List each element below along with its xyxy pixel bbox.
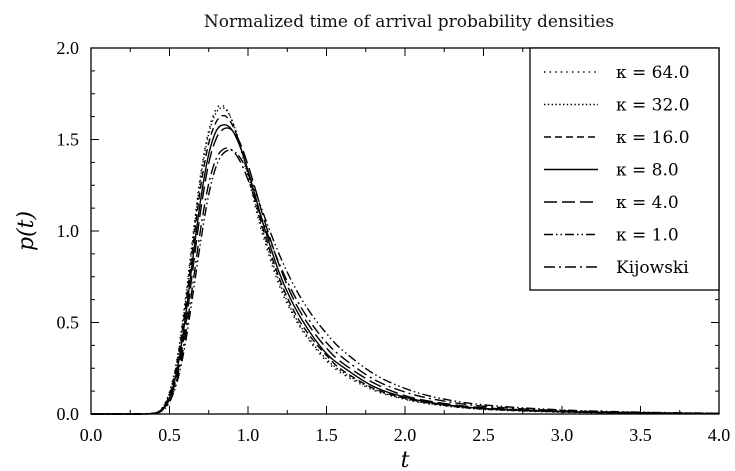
tick-labels: 0.0 0.5 1.0 1.5 2.0 2.5 3.0 3.5 4.0 0.0 0.5 1.0 1.5 2… — [57, 38, 731, 445]
x-tick-label: 1.0 — [237, 425, 260, 445]
y-tick-label: 1.5 — [57, 130, 80, 150]
x-axis-label: t — [401, 448, 410, 471]
legend-label: κ = 1.0 — [616, 226, 679, 246]
series-line-6 — [90, 147, 720, 415]
y-tick-label: 1.0 — [57, 221, 80, 241]
legend-label: κ = 16.0 — [616, 128, 690, 148]
x-tick-label: 0.0 — [80, 425, 103, 445]
y-tick-label: 0.5 — [57, 313, 80, 333]
series-line-3 — [90, 124, 720, 415]
x-tick-label: 4.0 — [708, 425, 731, 445]
series-line-4 — [90, 127, 720, 415]
legend: κ = 64.0 κ = 32.0 κ = 16.0 κ = 8.0 κ = 4.0 κ … — [529, 47, 720, 291]
series-line-2 — [90, 114, 720, 415]
chart-title: Normalized time of arrival probability d… — [204, 12, 614, 32]
x-tick-label: 2.5 — [472, 425, 495, 445]
y-tick-label: 0.0 — [57, 404, 80, 424]
series-line-5 — [90, 149, 720, 415]
series-group — [90, 104, 720, 415]
x-tick-label: 2.0 — [394, 425, 417, 445]
x-tick-label: 3.0 — [551, 425, 574, 445]
x-tick-label: 3.5 — [629, 425, 652, 445]
y-tick-label: 2.0 — [57, 38, 80, 58]
y-axis-label: p(t) — [14, 211, 39, 251]
x-tick-label: 1.5 — [315, 425, 338, 445]
legend-label: Kijowski — [616, 258, 689, 278]
x-tick-label: 0.5 — [158, 425, 181, 445]
legend-label: κ = 32.0 — [616, 96, 690, 116]
legend-label: κ = 8.0 — [616, 161, 679, 181]
legend-label: κ = 4.0 — [616, 193, 679, 213]
legend-label: κ = 64.0 — [616, 63, 690, 83]
